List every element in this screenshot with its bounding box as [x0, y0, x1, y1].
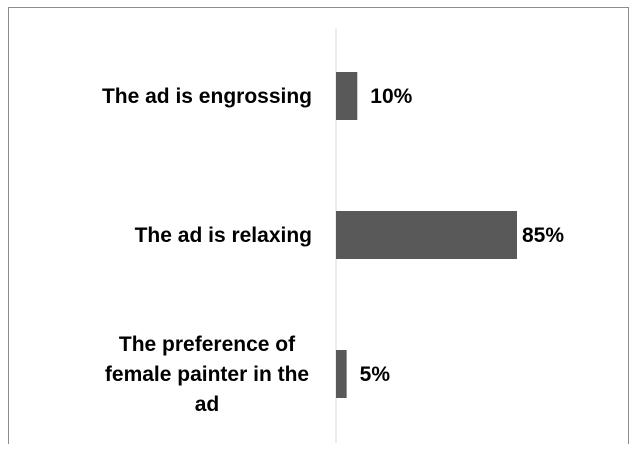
- data-labels: 10% 85% 5%: [360, 85, 565, 386]
- category-label-1: The ad is engrossing: [102, 85, 312, 108]
- bar-3: [336, 350, 347, 398]
- data-label-2: 85%: [522, 224, 564, 247]
- chart-frame: [8, 7, 629, 444]
- category-labels: The ad is engrossing The ad is relaxing Th…: [102, 85, 312, 416]
- category-label-3: The preference of female painter in the ad: [105, 333, 309, 416]
- data-label-3: 5%: [360, 363, 391, 386]
- bar-group: [336, 72, 517, 398]
- data-label-1: 10%: [370, 85, 412, 108]
- bar-1: [336, 72, 358, 120]
- category-label-2: The ad is relaxing: [135, 224, 312, 247]
- bar-2: [336, 211, 517, 259]
